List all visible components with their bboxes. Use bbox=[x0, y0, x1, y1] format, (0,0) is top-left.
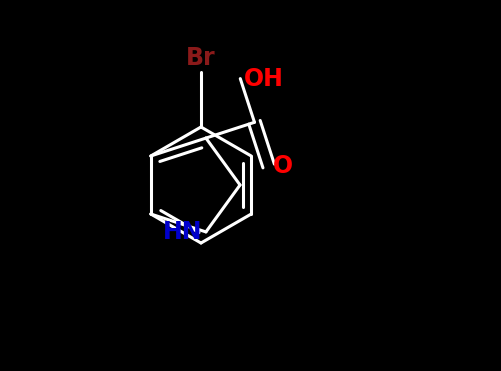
Text: O: O bbox=[273, 154, 293, 178]
Text: Br: Br bbox=[186, 46, 216, 70]
Text: HN: HN bbox=[162, 220, 202, 244]
Text: OH: OH bbox=[244, 67, 284, 91]
